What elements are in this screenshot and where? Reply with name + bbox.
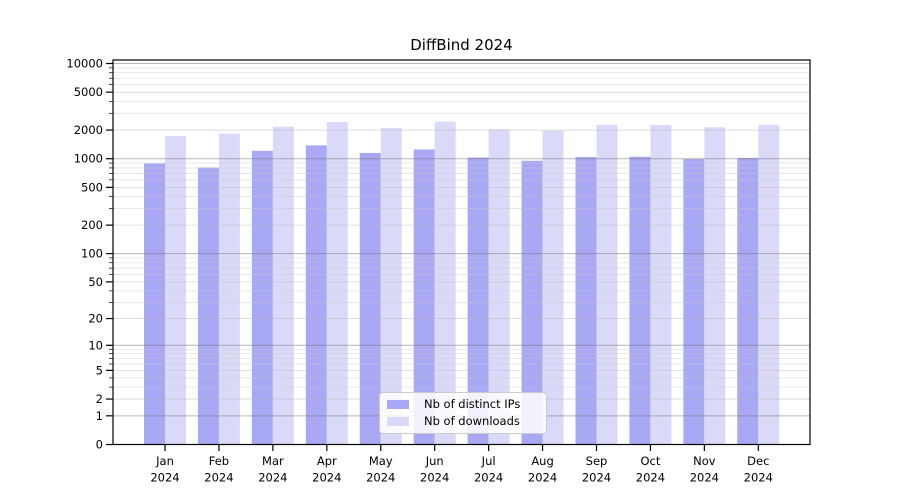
x-tick-label-year: 2024: [420, 471, 449, 485]
plot-border: [112, 59, 811, 446]
bar-distinct-ips-sep: [575, 157, 597, 445]
x-tick-label-year: 2024: [150, 471, 179, 485]
y-tick-label: 5000: [74, 85, 103, 99]
x-tick-label-month: Oct: [640, 454, 660, 468]
bar-downloads-aug: [542, 130, 564, 445]
x-tick-label-month: Nov: [693, 454, 716, 468]
y-tick-label: 100: [81, 247, 103, 261]
bar-distinct-ips-jul: [467, 157, 489, 445]
y-tick-label: 2000: [74, 123, 103, 137]
bar-distinct-ips-mar: [251, 150, 273, 445]
y-tick-label: 0: [96, 438, 103, 452]
x-tick-label-year: 2024: [636, 471, 665, 485]
x-tick-label-month: Jun: [425, 454, 444, 468]
legend-item-downloads: Nb of downloads: [387, 413, 546, 428]
bar-downloads-sep: [596, 124, 618, 445]
bar-downloads-feb: [218, 133, 240, 445]
x-tick-label-month: Aug: [531, 454, 553, 468]
legend: Nb of distinct IPs Nb of downloads: [379, 392, 547, 434]
bar-distinct-ips-jan: [144, 163, 165, 445]
y-tick-label: 1: [96, 409, 103, 423]
bar-distinct-ips-feb: [197, 167, 219, 445]
y-tick-label: 500: [81, 180, 103, 194]
bar-distinct-ips-dec: [737, 157, 759, 445]
y-tick-label: 50: [88, 275, 103, 289]
x-tick-label-year: 2024: [744, 471, 773, 485]
x-tick-label-month: Dec: [747, 454, 769, 468]
x-tick-label-month: Mar: [262, 454, 284, 468]
x-tick-label-month: Sep: [586, 454, 608, 468]
y-tick-label: 20: [88, 312, 103, 326]
bar-downloads-jan: [165, 136, 186, 445]
x-tick-label-year: 2024: [690, 471, 719, 485]
x-tick-label-year: 2024: [582, 471, 611, 485]
x-tick-label-year: 2024: [366, 471, 395, 485]
x-tick-label-year: 2024: [258, 471, 287, 485]
x-tick-label-year: 2024: [528, 471, 557, 485]
y-tick-label: 1000: [74, 152, 103, 166]
bar-distinct-ips-nov: [683, 159, 705, 445]
bar-downloads-apr: [326, 122, 348, 445]
bar-downloads-oct: [650, 125, 672, 445]
legend-label-distinct-ips: Nb of distinct IPs: [424, 397, 521, 411]
bar-distinct-ips-may: [359, 152, 381, 445]
bar-distinct-ips-apr: [305, 145, 327, 445]
y-tick-label: 10: [88, 338, 103, 352]
x-tick-label-year: 2024: [204, 471, 233, 485]
x-tick-label-year: 2024: [474, 471, 503, 485]
y-tick-label: 2: [96, 392, 103, 406]
legend-swatch-downloads: [387, 416, 409, 426]
x-tick-label-month: Jul: [481, 454, 496, 468]
y-tick-label: 200: [81, 218, 103, 232]
x-tick-label-month: Jan: [155, 454, 174, 468]
bar-downloads-dec: [758, 124, 780, 445]
bar-downloads-mar: [272, 126, 294, 445]
bar-downloads-nov: [704, 127, 726, 445]
x-tick-label-year: 2024: [312, 471, 341, 485]
bar-downloads-may: [380, 128, 402, 445]
bar-distinct-ips-oct: [629, 156, 651, 445]
x-tick-label-month: Feb: [209, 454, 229, 468]
legend-item-distinct-ips: Nb of distinct IPs: [387, 397, 546, 411]
x-tick-label-month: May: [369, 454, 393, 468]
chart-title: DiffBind 2024: [410, 36, 513, 54]
y-tick-label: 10000: [66, 57, 103, 71]
y-tick-label: 5: [96, 363, 103, 377]
legend-swatch-distinct-ips: [387, 400, 409, 410]
legend-label-downloads: Nb of downloads: [424, 413, 520, 428]
x-tick-label-month: Apr: [317, 454, 337, 468]
